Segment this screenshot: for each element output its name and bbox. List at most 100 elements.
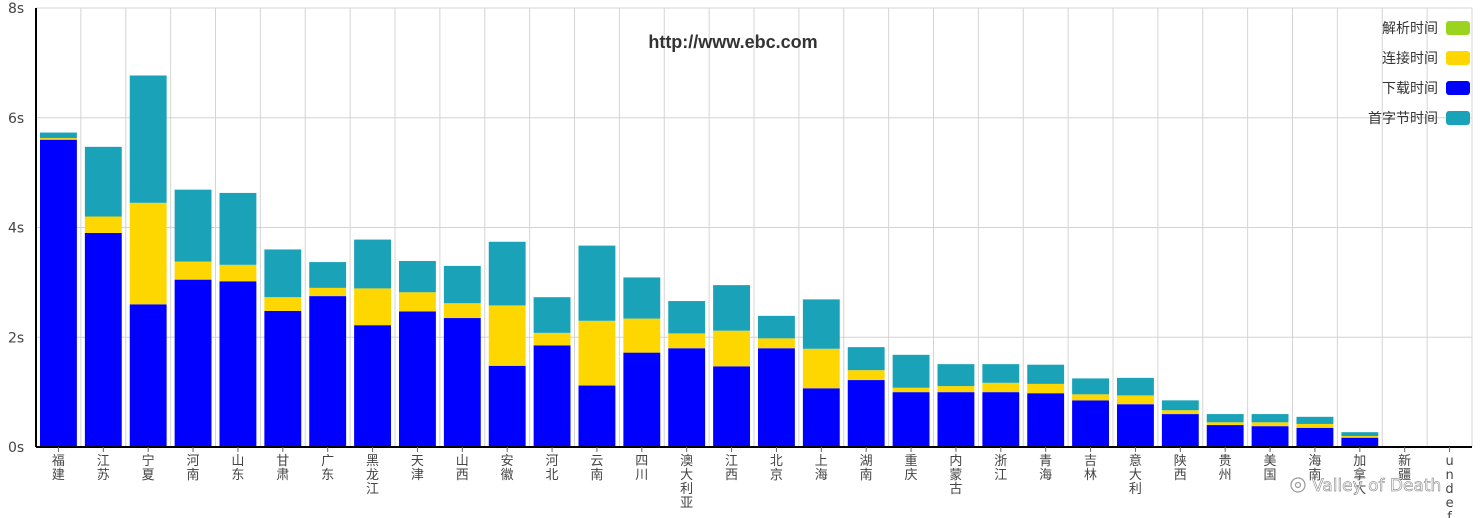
legend-swatch xyxy=(1446,81,1470,95)
x-tick-labels: 福建 江苏 宁夏 河南 山东 甘肃 广东 黑龙江 天津 山西 安徽 河北 云南 四川 澳大利亚 江西 北京 上海 湖… xyxy=(52,447,1454,518)
bar-segment xyxy=(309,287,347,297)
bar-segment xyxy=(937,386,975,393)
bar-segment xyxy=(1117,377,1154,396)
bar-segment xyxy=(1027,364,1065,384)
bar-segment xyxy=(668,333,706,349)
x-tick-label: 黑龙江 xyxy=(366,454,379,497)
bar-segment xyxy=(84,232,122,447)
x-tick-label: 湖南 xyxy=(860,454,873,483)
bar-segment xyxy=(354,288,391,326)
x-tick-label: 吉林 xyxy=(1084,454,1097,483)
legend-label: 首字节时间 xyxy=(1368,111,1438,127)
bar-segment xyxy=(847,380,885,447)
y-tick-label: 2s xyxy=(8,330,24,346)
bar-segment xyxy=(1206,414,1244,423)
bar-segment xyxy=(623,352,661,447)
bar-segment xyxy=(443,303,481,319)
x-tick-label: 新疆 xyxy=(1398,453,1411,483)
bar-segment xyxy=(1161,410,1199,415)
bar-segment xyxy=(937,364,975,387)
x-tick-label: 贵州 xyxy=(1219,454,1232,483)
bar-segment xyxy=(1161,414,1199,447)
y-tick-label: 0s xyxy=(8,440,24,456)
bar-segment xyxy=(219,192,257,265)
bar-segment xyxy=(129,304,167,447)
x-tick-label: 安徽 xyxy=(501,454,514,483)
x-tick-label: 甘肃 xyxy=(276,454,289,483)
bar-segment xyxy=(623,277,661,319)
bar-segment xyxy=(533,345,571,447)
bar-segment xyxy=(1206,425,1244,447)
bar-segment xyxy=(533,332,571,346)
bar-segment xyxy=(40,132,77,139)
legend-swatch xyxy=(1446,21,1470,35)
x-tick-label: 福建 xyxy=(52,454,65,483)
x-tick-label: 加拿大 xyxy=(1353,454,1366,497)
y-tick-label: 6s xyxy=(8,111,24,127)
x-tick-label: 河南 xyxy=(187,454,200,483)
legend-label: 解析时间 xyxy=(1382,21,1438,37)
bar-segment xyxy=(443,265,481,304)
bar-segment xyxy=(354,325,391,447)
bar-segment xyxy=(1206,422,1244,426)
bar-segment xyxy=(488,365,526,447)
x-tick-label: 云南 xyxy=(590,454,603,483)
bar-segment xyxy=(1117,395,1154,405)
bar-segment xyxy=(1296,427,1334,447)
x-tick-label: 青海 xyxy=(1039,454,1052,483)
bar-segment xyxy=(264,249,302,298)
bar-segment xyxy=(623,318,661,353)
bar-segment xyxy=(802,348,840,389)
bar-segment xyxy=(533,297,571,333)
legend-swatch xyxy=(1446,51,1470,65)
bar-segment xyxy=(892,354,930,388)
bar-segment xyxy=(937,392,975,447)
bar-segment xyxy=(488,241,526,306)
chart-title: http://www.ebc.com xyxy=(648,32,817,52)
x-tick-label: 陕西 xyxy=(1174,454,1187,483)
x-tick-label: 山西 xyxy=(456,454,469,483)
bar-segment xyxy=(982,364,1020,383)
bar-segment xyxy=(129,75,167,203)
bar-segment xyxy=(399,260,436,293)
bar-segment xyxy=(219,281,257,447)
bar-segment xyxy=(1027,393,1065,447)
bar-segment xyxy=(1117,404,1154,447)
x-tick-label: 江苏 xyxy=(97,454,110,483)
x-tick-label: 河北 xyxy=(546,454,559,483)
y-tick-label: 4s xyxy=(8,221,24,237)
bar-segment xyxy=(174,261,212,280)
x-tick-label: 广东 xyxy=(321,454,334,483)
bars xyxy=(40,75,1379,447)
bar-segment xyxy=(892,387,930,393)
bar-segment xyxy=(399,311,436,447)
grid-lines xyxy=(35,7,1473,448)
x-tick-label: 浙江 xyxy=(994,454,1007,483)
bar-segment xyxy=(847,347,885,371)
bar-segment xyxy=(802,299,840,349)
bar-segment xyxy=(758,315,795,339)
bar-segment xyxy=(174,189,212,262)
bar-segment xyxy=(1161,400,1199,411)
bar-segment xyxy=(982,382,1020,393)
bar-segment xyxy=(309,262,347,288)
bar-segment xyxy=(399,292,436,312)
x-tick-label: 意大利 xyxy=(1129,453,1142,497)
bar-segment xyxy=(40,139,77,447)
x-tick-label: 山东 xyxy=(231,454,244,483)
axes xyxy=(35,8,1472,448)
bar-segment xyxy=(1341,436,1379,438)
bar-segment xyxy=(1072,378,1109,395)
x-tick-label: 内蒙古 xyxy=(949,453,962,497)
bar-segment xyxy=(219,264,257,282)
bar-segment xyxy=(1341,437,1379,447)
bar-segment xyxy=(1072,394,1109,401)
bar-segment xyxy=(713,366,750,447)
bar-segment xyxy=(668,301,706,334)
bar-segment xyxy=(1251,426,1289,447)
bar-segment xyxy=(892,392,930,447)
bar-segment xyxy=(84,146,122,217)
